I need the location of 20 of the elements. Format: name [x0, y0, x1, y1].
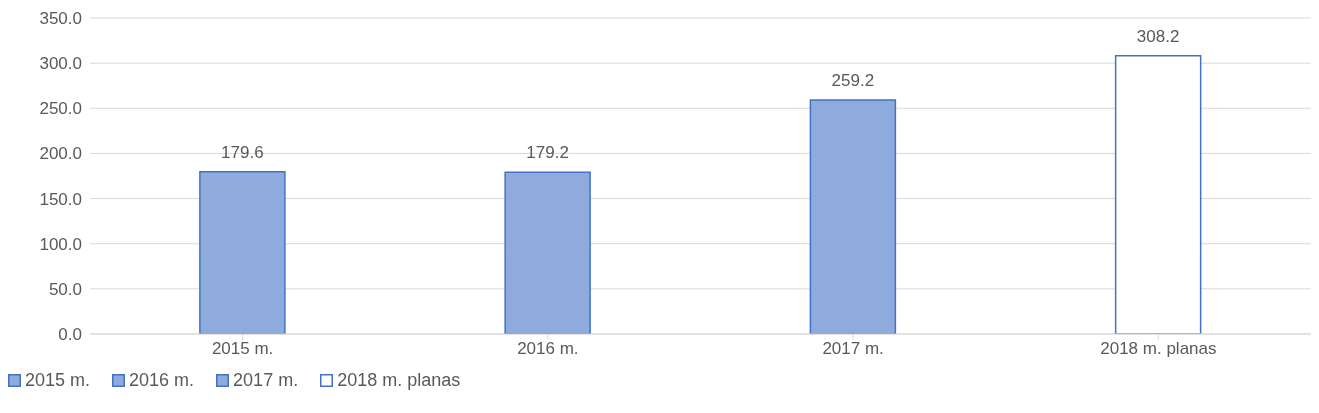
y-tick-label: 300.0: [39, 54, 82, 74]
y-tick-label: 250.0: [39, 99, 82, 119]
x-tick-label: 2016 m.: [517, 339, 579, 359]
data-label: 308.2: [1136, 26, 1180, 46]
legend-label: 2018 m. planas: [337, 370, 461, 391]
y-tick-label: 350.0: [39, 9, 82, 29]
legend-label: 2016 m.: [129, 370, 195, 391]
y-tick-label: 150.0: [39, 189, 82, 209]
y-tick-label: 100.0: [39, 234, 82, 254]
legend-label: 2015 m.: [25, 370, 91, 391]
y-tick-label: 50.0: [48, 279, 82, 299]
y-tick-label: 0.0: [58, 325, 82, 345]
data-label: 179.6: [221, 142, 264, 162]
x-tick-label: 2018 m. planas: [1100, 339, 1217, 359]
legend-label: 2017 m.: [233, 370, 299, 391]
y-tick-label: 200.0: [39, 144, 82, 164]
data-label: 179.2: [526, 143, 569, 163]
data-label: 259.2: [831, 70, 875, 90]
x-tick-label: 2017 m.: [822, 339, 884, 359]
x-tick-label: 2015 m.: [211, 339, 274, 359]
